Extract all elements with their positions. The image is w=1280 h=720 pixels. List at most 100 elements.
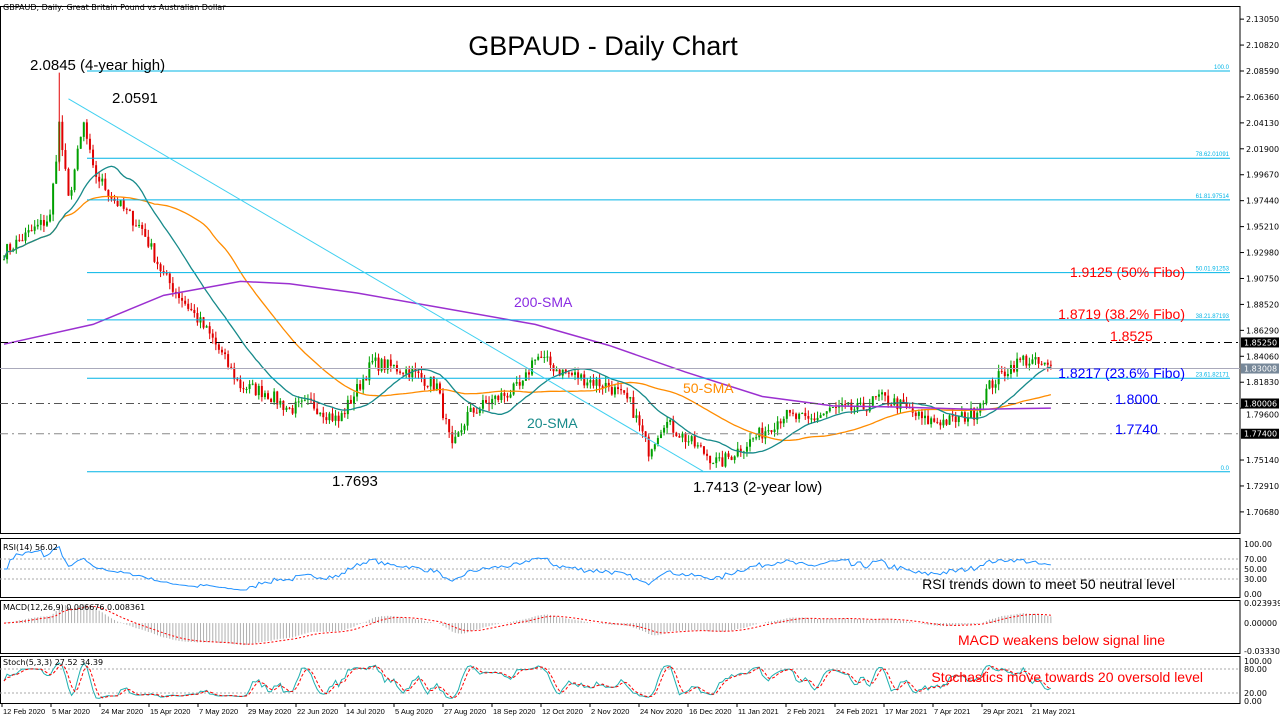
fibo-level-label: 100.0 xyxy=(1214,65,1230,71)
x-tick-label: 7 May 2020 xyxy=(199,707,238,716)
candle-body xyxy=(297,401,300,403)
candle-body xyxy=(460,430,463,433)
candle-body xyxy=(506,395,509,398)
y-tick-label: 2.04130 xyxy=(1246,119,1279,128)
candle-body xyxy=(294,401,297,414)
indicator-tick-label: 100.00 xyxy=(1244,657,1272,666)
fibo-level-label: 23.61.82171 xyxy=(1196,372,1230,378)
candle-body xyxy=(641,425,644,432)
candle-body xyxy=(110,196,113,199)
candle-body xyxy=(917,411,920,416)
candle-body xyxy=(386,359,389,370)
candle-body xyxy=(205,326,208,328)
candle-body xyxy=(936,421,939,423)
candle-body xyxy=(653,444,656,450)
candle-body xyxy=(445,418,448,420)
candle-body xyxy=(472,407,475,413)
candle-body xyxy=(884,392,887,396)
x-tick-label: 2 Nov 2020 xyxy=(591,707,629,716)
candle-body xyxy=(521,380,524,386)
candle-body xyxy=(736,448,739,457)
candle-body xyxy=(543,356,546,358)
candle-body xyxy=(177,292,180,298)
candle-body xyxy=(868,405,871,412)
y-tick-label: 1.79600 xyxy=(1246,411,1279,420)
candle-body xyxy=(558,369,561,376)
candle-body xyxy=(644,431,647,437)
candle-body xyxy=(64,150,67,169)
candle-body xyxy=(260,385,263,398)
candle-body xyxy=(540,356,543,358)
candle-body xyxy=(420,372,423,378)
candle-body xyxy=(617,387,619,390)
candle-body xyxy=(647,436,650,457)
candle-body xyxy=(211,333,214,338)
candle-body xyxy=(945,419,948,425)
rsi-note: RSI trends down to meet 50 neutral level xyxy=(922,576,1175,592)
candle-body xyxy=(939,422,942,426)
candle-body xyxy=(399,371,402,373)
candle-body xyxy=(371,360,374,363)
candle-body xyxy=(564,369,567,373)
sma-50-line xyxy=(3,195,1052,442)
candle-body xyxy=(788,409,791,413)
candle-body xyxy=(270,398,273,403)
candle-body xyxy=(500,393,503,400)
candle-body xyxy=(73,169,76,191)
candle-body xyxy=(147,236,150,247)
indicator-tick-label: -0.033305 xyxy=(1244,647,1280,656)
candle-body xyxy=(484,400,487,403)
candle-body xyxy=(193,310,196,314)
candle-body xyxy=(859,402,862,404)
x-tick-label: 18 Sep 2020 xyxy=(493,707,536,716)
candle-body xyxy=(942,419,945,426)
candle-body xyxy=(1034,357,1037,360)
indicator-tick-label: 0.00000 xyxy=(1244,619,1277,628)
candle-body xyxy=(52,183,55,215)
fibo-level-label: 61.81.97514 xyxy=(1196,194,1230,200)
candle-body xyxy=(684,433,687,442)
x-tick-label: 21 May 2021 xyxy=(1032,707,1075,716)
y-tick-label: 1.86290 xyxy=(1246,326,1279,335)
candle-body xyxy=(534,359,537,361)
candle-body xyxy=(669,419,672,422)
candle-body xyxy=(159,264,162,272)
x-tick-label: 14 Jul 2020 xyxy=(346,707,385,716)
candle-body xyxy=(380,359,383,371)
stoch-signal-line xyxy=(3,664,1052,699)
candle-body xyxy=(721,457,724,467)
candle-body xyxy=(168,273,171,284)
candle-body xyxy=(165,273,168,275)
candle-body xyxy=(776,421,779,430)
candle-body xyxy=(494,395,497,399)
annotation-2-year-low: 1.7413 (2-year low) xyxy=(693,479,822,496)
candle-body xyxy=(629,397,632,399)
x-tick-label: 24 Nov 2020 xyxy=(640,707,683,716)
candle-body xyxy=(107,189,110,197)
candle-body xyxy=(592,380,595,386)
candle-body xyxy=(208,326,211,334)
chart-title: GBPAUD - Daily Chart xyxy=(468,31,738,61)
candle-body xyxy=(924,415,926,419)
candle-body xyxy=(693,436,696,447)
candle-body xyxy=(469,407,472,412)
candle-body xyxy=(988,380,991,389)
y-tick-label: 2.10820 xyxy=(1246,41,1279,50)
candle-body xyxy=(954,416,957,423)
candle-body xyxy=(319,412,322,415)
candle-body xyxy=(567,372,570,374)
indicator-tick-label: 100.00 xyxy=(1244,540,1272,549)
candle-body xyxy=(699,445,702,447)
candle-body xyxy=(650,449,653,457)
candle-body xyxy=(328,413,331,421)
candle-body xyxy=(524,372,527,381)
candle-body xyxy=(733,456,736,460)
candle-body xyxy=(171,283,174,292)
candle-body xyxy=(190,308,193,311)
candle-body xyxy=(767,430,770,432)
fibo-level-label: 50.01.91253 xyxy=(1196,267,1230,273)
candle-body xyxy=(475,412,478,414)
sma-200-line xyxy=(3,280,1051,411)
candle-body xyxy=(116,200,119,207)
candle-body xyxy=(15,239,18,250)
